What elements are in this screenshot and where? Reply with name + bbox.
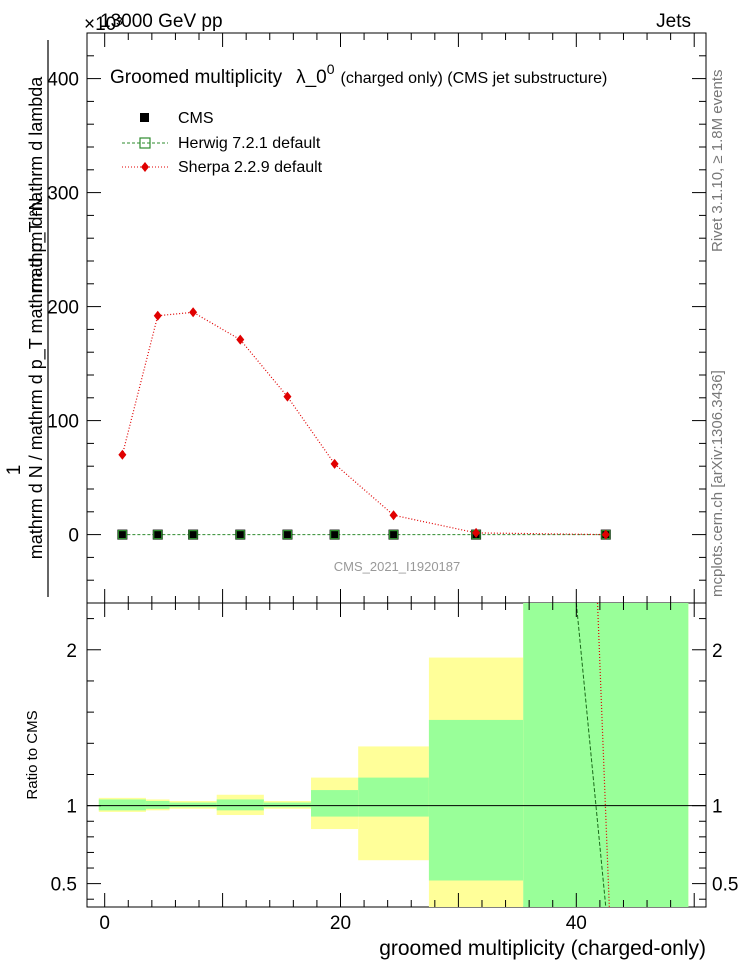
legend-label-cms: CMS <box>178 110 214 127</box>
watermark: CMS_2021_I1920187 <box>334 559 461 574</box>
ratio-band-inner <box>98 799 146 811</box>
data-point-sherpa <box>189 307 198 318</box>
header-category: Jets <box>656 11 691 32</box>
main-y-tick-label: 0 <box>68 526 79 547</box>
y-axis-label: 1 mathrm d²N mathrm d N / mathrm d p_T m… <box>4 40 49 597</box>
legend-label-herwig: Herwig 7.2.1 default <box>178 135 321 152</box>
ratio-lines <box>87 602 706 908</box>
x-tick-label: 40 <box>566 913 587 934</box>
ratio-band-inner <box>311 790 359 817</box>
legend-marker-sherpa <box>141 162 149 172</box>
data-point-sherpa <box>330 458 339 469</box>
series-line-sherpa <box>121 311 606 536</box>
data-point-herwig <box>188 529 198 540</box>
data-point-herwig <box>235 529 245 540</box>
data-point-cms <box>329 529 340 540</box>
legend: CMS Herwig 7.2.1 default Sherpa 2.2.9 de… <box>122 110 323 176</box>
ratio-band-inner <box>216 799 264 811</box>
data-point-sherpa <box>283 391 292 402</box>
ratio-band-inner <box>358 777 429 817</box>
data-point-cms <box>282 529 293 540</box>
side-mcplots: mcplots.cern.ch [arXiv:1306.3436] <box>709 370 726 597</box>
data-point-sherpa <box>118 449 127 460</box>
chart-title-main: Groomed multiplicity <box>110 67 283 88</box>
chart-title-symbol-sup: 0 <box>327 61 335 77</box>
ratio-y-label: Ratio to CMS <box>24 710 41 799</box>
y-label-numerator: mathrm d²N <box>26 197 46 292</box>
data-point-sherpa <box>389 510 398 521</box>
ratio-y-tick-label: 2 <box>66 641 77 662</box>
legend-label-sherpa: Sherpa 2.2.9 default <box>178 159 323 176</box>
x-tick-label: 20 <box>330 913 351 934</box>
ratio-line-herwig <box>575 602 607 908</box>
legend-marker-cms <box>140 113 149 122</box>
y-label-denominator: mathrm d N / mathrm d p_T mathrm d p_T m… <box>26 76 47 559</box>
data-point-sherpa <box>236 334 245 345</box>
ratio-y-tick-label-right: 1 <box>712 797 723 818</box>
ratio-y-tick-label-right: 0.5 <box>712 875 738 896</box>
side-rivet: Rivet 3.1.10, ≥ 1.8M events <box>709 70 726 253</box>
main-y-tick-label: 300 <box>47 184 79 205</box>
data-point-cms <box>152 529 163 540</box>
chart-title: Groomed multiplicity λ_00 (charged only) (… <box>110 61 607 88</box>
legend-marker-herwig <box>139 137 151 149</box>
chart-title-note: (charged only) (CMS jet substructure) <box>341 70 608 87</box>
ratio-band-inner <box>523 603 689 907</box>
header-energy: 13000 GeV pp <box>100 11 223 32</box>
data-point-cms <box>188 529 199 540</box>
main-y-tick-label: 200 <box>47 298 79 319</box>
chart-title-symbol: λ_0 <box>296 67 327 88</box>
data-point-cms <box>117 529 128 540</box>
ratio-band-inner <box>263 802 312 808</box>
data-point-herwig <box>117 529 127 540</box>
data-point-cms <box>388 529 399 540</box>
data-point-herwig <box>388 529 399 540</box>
x-tick-label: 0 <box>99 913 110 934</box>
y-label-top: 1 <box>4 465 25 476</box>
data-point-cms <box>235 529 246 540</box>
ratio-band-inner <box>428 719 524 881</box>
data-point-herwig <box>282 529 293 540</box>
data-point-sherpa <box>601 529 610 540</box>
ratio-band-inner <box>169 802 217 808</box>
ratio-bands <box>98 603 689 907</box>
ratio-band-inner <box>145 800 170 809</box>
data-point-herwig <box>330 529 340 540</box>
main-y-tick-label: 100 <box>47 412 79 433</box>
ratio-y-tick-label: 0.5 <box>51 875 77 896</box>
data-point-sherpa <box>472 527 481 538</box>
ratio-y-tick-label: 1 <box>66 797 77 818</box>
data-point-sherpa <box>153 310 162 321</box>
header-exponent: ×10³ <box>84 14 123 35</box>
main-y-axis: 0 100 200 300 400 <box>47 32 706 604</box>
series-layer <box>117 307 611 540</box>
data-point-herwig <box>153 529 163 540</box>
ratio-y-axis: 0.5 0.5 1 1 2 2 <box>51 618 738 900</box>
x-axis: 0 20 40 <box>99 33 695 934</box>
main-y-tick-label: 400 <box>47 70 79 91</box>
ratio-y-tick-label-right: 2 <box>712 641 723 662</box>
x-axis-label: groomed multiplicity (charged-only) <box>379 937 706 960</box>
ratio-frame <box>86 602 707 908</box>
